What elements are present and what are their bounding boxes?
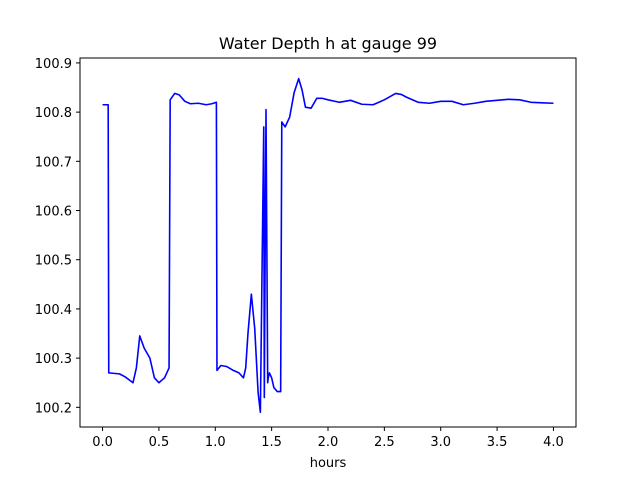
x-axis: 0.0 0.5 1.0 1.5 2.0 2.5 3.0 3.5 4.0	[92, 427, 564, 450]
x-tick-label: 2.0	[318, 435, 339, 450]
chart-title: Water Depth h at gauge 99	[219, 34, 437, 53]
series-line-group	[102, 77, 554, 414]
y-tick-label: 100.4	[35, 303, 72, 318]
x-tick-label: 0.0	[92, 435, 113, 450]
plot-frame	[79, 57, 577, 428]
x-tick-label: 4.0	[543, 435, 564, 450]
y-tick-label: 100.8	[35, 106, 72, 121]
y-tick-label: 100.5	[35, 254, 72, 269]
x-tick-label: 1.5	[261, 435, 282, 450]
y-tick-label: 100.9	[35, 57, 72, 72]
y-tick-label: 100.7	[35, 155, 72, 170]
y-axis: 100.2 100.3 100.4 100.5 100.6 100.7 100.8 100.9	[35, 57, 80, 416]
x-tick-label: 1.0	[205, 435, 226, 450]
y-tick-label: 100.3	[35, 352, 72, 367]
x-axis-label: hours	[310, 456, 347, 471]
x-tick-label: 2.5	[374, 435, 395, 450]
series-line	[102, 77, 554, 414]
x-tick-label: 0.5	[149, 435, 170, 450]
x-tick-label: 3.5	[487, 435, 508, 450]
y-tick-label: 100.2	[35, 401, 72, 416]
x-tick-label: 3.0	[430, 435, 451, 450]
y-tick-label: 100.6	[35, 205, 72, 220]
